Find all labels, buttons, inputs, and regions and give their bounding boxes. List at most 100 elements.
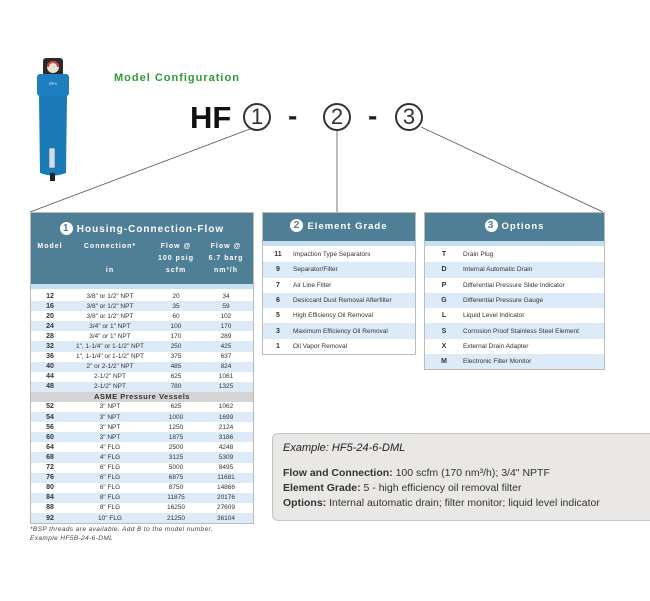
marker-2: 2 [323, 103, 351, 131]
value-cell: 11681 [217, 474, 235, 482]
table-row: 80 6" FLG 8750 14866 [31, 483, 253, 493]
code-cell: 40 [46, 363, 54, 371]
options-label: Options: [283, 497, 327, 509]
code-cell: 1 [276, 342, 280, 350]
code-cell: G [441, 297, 447, 305]
table-row: 52 3" NPT 625 1062 [31, 402, 253, 412]
code-cell: 48 [46, 383, 54, 391]
value-cell: Differential Pressure Gauge [463, 297, 544, 305]
table-row: 16 3/8" or 1/2" NPT 35 59 [31, 301, 253, 312]
table-title: Options [501, 221, 545, 232]
table-title: Housing-Connection-Flow [76, 224, 225, 235]
asme-section-header: ASME Pressure Vessels [31, 391, 253, 402]
svg-text:SPX: SPX [49, 81, 57, 86]
value-cell: 35 [172, 302, 180, 310]
separator-dash: - [368, 100, 378, 131]
value-cell: 3/8" or 1/2" NPT [86, 292, 134, 300]
value-cell: 625 [170, 403, 182, 411]
code-cell: T [441, 251, 447, 259]
table-row: P Differential Pressure Slide Indicator [425, 277, 604, 293]
value-cell: 375 [170, 353, 182, 361]
value-cell: 8750 [168, 484, 184, 492]
table-row: 64 4" FLG 2500 4248 [31, 442, 253, 452]
value-cell: 4" FLG [99, 453, 121, 461]
value-cell: 14866 [216, 484, 236, 492]
table-row: 40 2" or 2-1/2" NPT 485 824 [31, 361, 253, 372]
table-row: 92 10" FLG 21250 36104 [31, 512, 253, 524]
code-cell: 54 [46, 413, 54, 421]
code-cell: D [441, 266, 447, 274]
value-cell: 1", 1-1/4" or 1-1/2" NPT [76, 343, 144, 351]
value-cell: 1875 [168, 433, 184, 441]
value-cell: 1325 [218, 383, 234, 391]
value-cell: Oil Vapor Removal [293, 342, 348, 350]
value-cell: Internal Automatic Drain [463, 266, 533, 274]
value-cell: 6" FLG [99, 484, 121, 492]
table-row: 54 3" NPT 1000 1699 [31, 412, 253, 423]
table-row: 88 8" FLG 16250 27609 [31, 503, 253, 513]
table-row: 3 Maximum Efficiency Oil Removal [263, 323, 415, 339]
value-cell: 5309 [218, 453, 234, 461]
example-box: Example: HF5-24-6-DML Flow and Connectio… [272, 433, 650, 521]
element-grade-label: Element Grade: [283, 482, 361, 494]
table-row: 36 1", 1-1/4" or 1-1/2" NPT 375 637 [31, 352, 253, 362]
code-cell: 20 [46, 312, 54, 320]
value-cell: 3" NPT [99, 413, 121, 421]
table-row: 7 Air Line Filter [263, 277, 415, 293]
col-flow-scfm-sub: 100 psig [157, 255, 194, 262]
value-cell: 34 [222, 292, 230, 300]
element-grade-table: 2 Element Grade 11 Impaction Type Separato… [262, 212, 416, 356]
value-cell: Liquid Level Indicator [463, 312, 525, 320]
model-configuration-title: Model Configuration [114, 72, 240, 84]
table-row: 32 1", 1-1/4" or 1-1/2" NPT 250 425 [31, 341, 253, 352]
code-cell: X [441, 342, 447, 350]
value-cell: 1062 [218, 403, 234, 411]
table-row: 68 4" FLG 3125 5309 [31, 452, 253, 463]
col-flow-scfm: Flow @ [160, 243, 192, 250]
code-cell: 44 [46, 373, 54, 381]
value-cell: 3" NPT [99, 433, 121, 441]
footnote: *BSP threads are available. Add B to the… [30, 526, 214, 533]
code-cell: 84 [46, 494, 54, 502]
value-cell: 3/4" or 1" NPT [89, 332, 131, 340]
table-row: 44 2-1/2" NPT 625 1061 [31, 372, 253, 382]
value-cell: 6875 [168, 474, 184, 482]
value-cell: 170 [170, 332, 182, 340]
table-row: 20 3/8" or 1/2" NPT 60 102 [31, 311, 253, 321]
table-row: 72 6" FLG 5000 8495 [31, 463, 253, 473]
code-cell: 88 [46, 504, 54, 512]
value-cell: 3" NPT [99, 403, 121, 411]
value-cell: 60 [172, 312, 180, 320]
value-cell: 485 [170, 363, 182, 371]
value-cell: Impaction Type Separators [293, 251, 371, 259]
table-row: 76 6" FLG 6875 11681 [31, 472, 253, 483]
code-cell: 60 [46, 433, 54, 441]
code-cell: P [441, 281, 447, 289]
code-cell: 28 [46, 332, 54, 340]
code-cell: 36 [46, 353, 54, 361]
value-cell: 6" FLG [99, 474, 121, 482]
flow-connection-value: 100 scfm (170 nm³/h); 3/4" NPTF [395, 467, 550, 479]
code-cell: 76 [46, 474, 54, 482]
value-cell: 1", 1-1/4" or 1-1/2" NPT [76, 353, 144, 361]
table-row: 28 3/4" or 1" NPT 170 289 [31, 331, 253, 341]
value-cell: 3/4" or 1" NPT [89, 322, 131, 330]
marker-3: 3 [395, 103, 423, 131]
table-row: 6 Desiccant Dust Removal Afterfilter [263, 292, 415, 309]
value-cell: Corrosion Proof Stainless Steel Element [463, 327, 579, 335]
value-cell: 1000 [168, 413, 184, 421]
value-cell: 3125 [168, 453, 184, 461]
value-cell: 780 [170, 383, 182, 391]
table-row: 1 Oil Vapor Removal [263, 338, 415, 355]
value-cell: 10" FLG [98, 514, 122, 522]
value-cell: 170 [220, 322, 232, 330]
value-cell: High Efficiency Oil Removal [293, 312, 374, 320]
value-cell: 824 [220, 363, 232, 371]
col-flow-nm3h: Flow @ [210, 243, 242, 250]
value-cell: 1250 [168, 423, 184, 431]
value-cell: 21250 [166, 514, 186, 522]
section-number: 2 [290, 219, 304, 232]
value-cell: 4248 [218, 443, 234, 451]
value-cell: 8" FLG [99, 494, 121, 502]
table-row: X External Drain Adapter [425, 338, 604, 355]
